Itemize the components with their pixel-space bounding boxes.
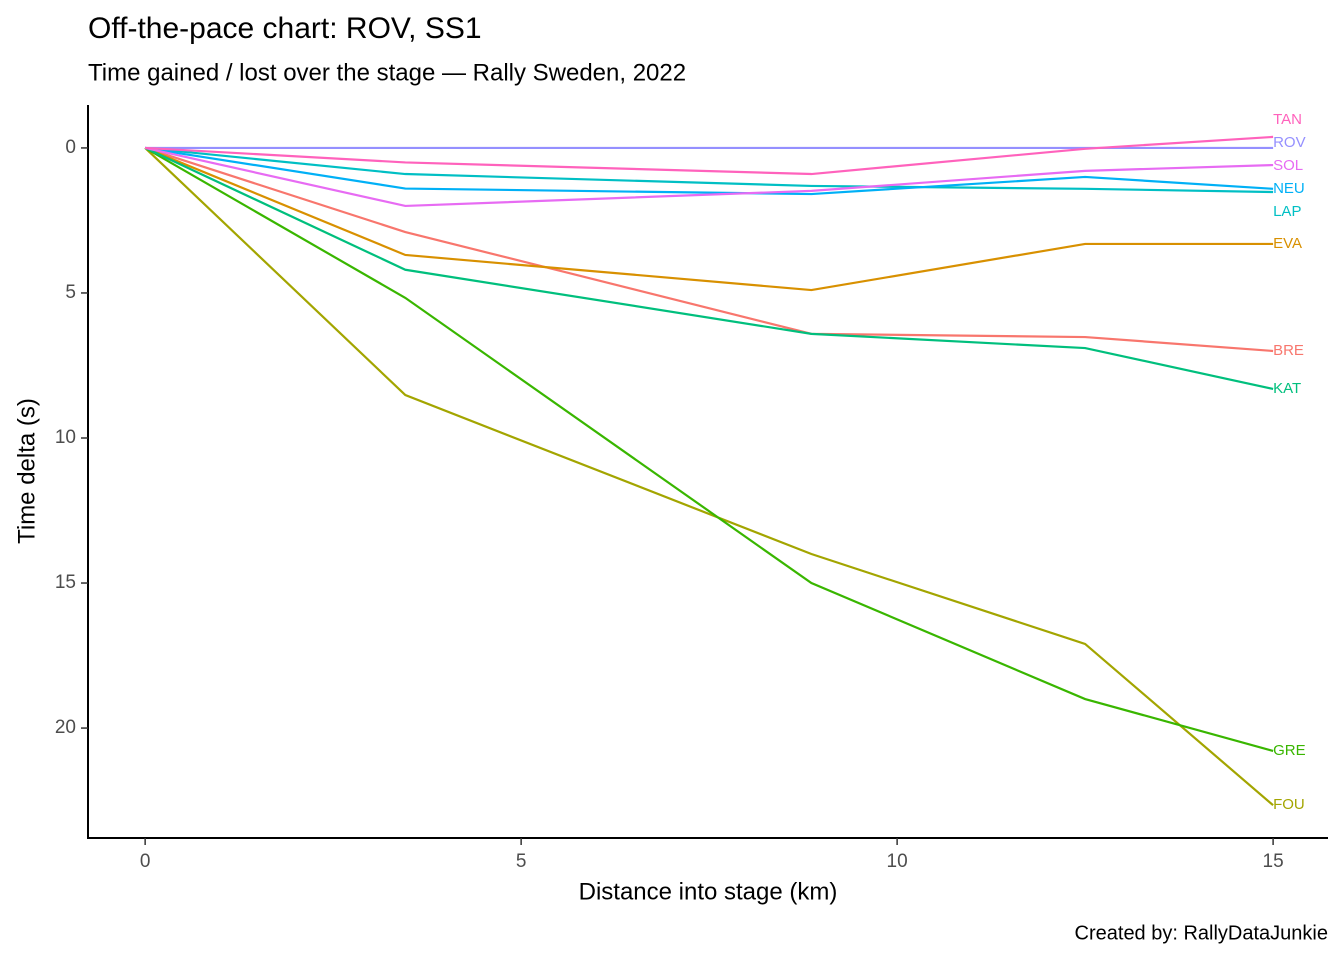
series-label: LAP bbox=[1273, 203, 1301, 220]
series-line bbox=[144, 146, 1274, 391]
series-label: SOL bbox=[1273, 157, 1303, 174]
series-line bbox=[145, 146, 1274, 194]
y-tick-label: 5 bbox=[65, 282, 76, 303]
series-label: GRE bbox=[1273, 742, 1306, 759]
series-labels: BRE EVA FOU GRE KAT LAP NEU ROV SOL TAN bbox=[1273, 111, 1306, 813]
x-tick-label: 0 bbox=[140, 851, 151, 872]
series-line bbox=[144, 146, 1274, 208]
y-tick-label: 0 bbox=[65, 137, 76, 158]
series-line bbox=[144, 146, 1274, 292]
series-label: ROV bbox=[1273, 134, 1306, 151]
y-tick-label: 15 bbox=[55, 572, 76, 593]
series-line bbox=[144, 146, 1274, 753]
y-axis-label: Time delta (s) bbox=[13, 398, 40, 544]
series-label: FOU bbox=[1273, 796, 1305, 813]
caption: Created by: RallyDataJunkie bbox=[1075, 922, 1328, 944]
series-label: TAN bbox=[1273, 111, 1302, 128]
x-tick-label: 10 bbox=[887, 851, 908, 872]
y-tick-label: 10 bbox=[55, 427, 76, 448]
series-line bbox=[144, 147, 1274, 807]
series-label: BRE bbox=[1273, 342, 1304, 359]
series-label: KAT bbox=[1273, 380, 1301, 397]
y-tick-label: 20 bbox=[55, 717, 76, 738]
series-line bbox=[145, 135, 1274, 176]
x-tick-label: 15 bbox=[1263, 851, 1284, 872]
series-label: EVA bbox=[1273, 235, 1302, 252]
x-tick-label: 5 bbox=[516, 851, 527, 872]
series-line bbox=[144, 146, 1274, 196]
chart-title: Off-the-pace chart: ROV, SS1 bbox=[88, 12, 482, 45]
chart-subtitle: Time gained / lost over the stage — Rall… bbox=[88, 59, 686, 86]
series-label: NEU bbox=[1273, 180, 1305, 197]
x-axis-label: Distance into stage (km) bbox=[579, 878, 838, 905]
